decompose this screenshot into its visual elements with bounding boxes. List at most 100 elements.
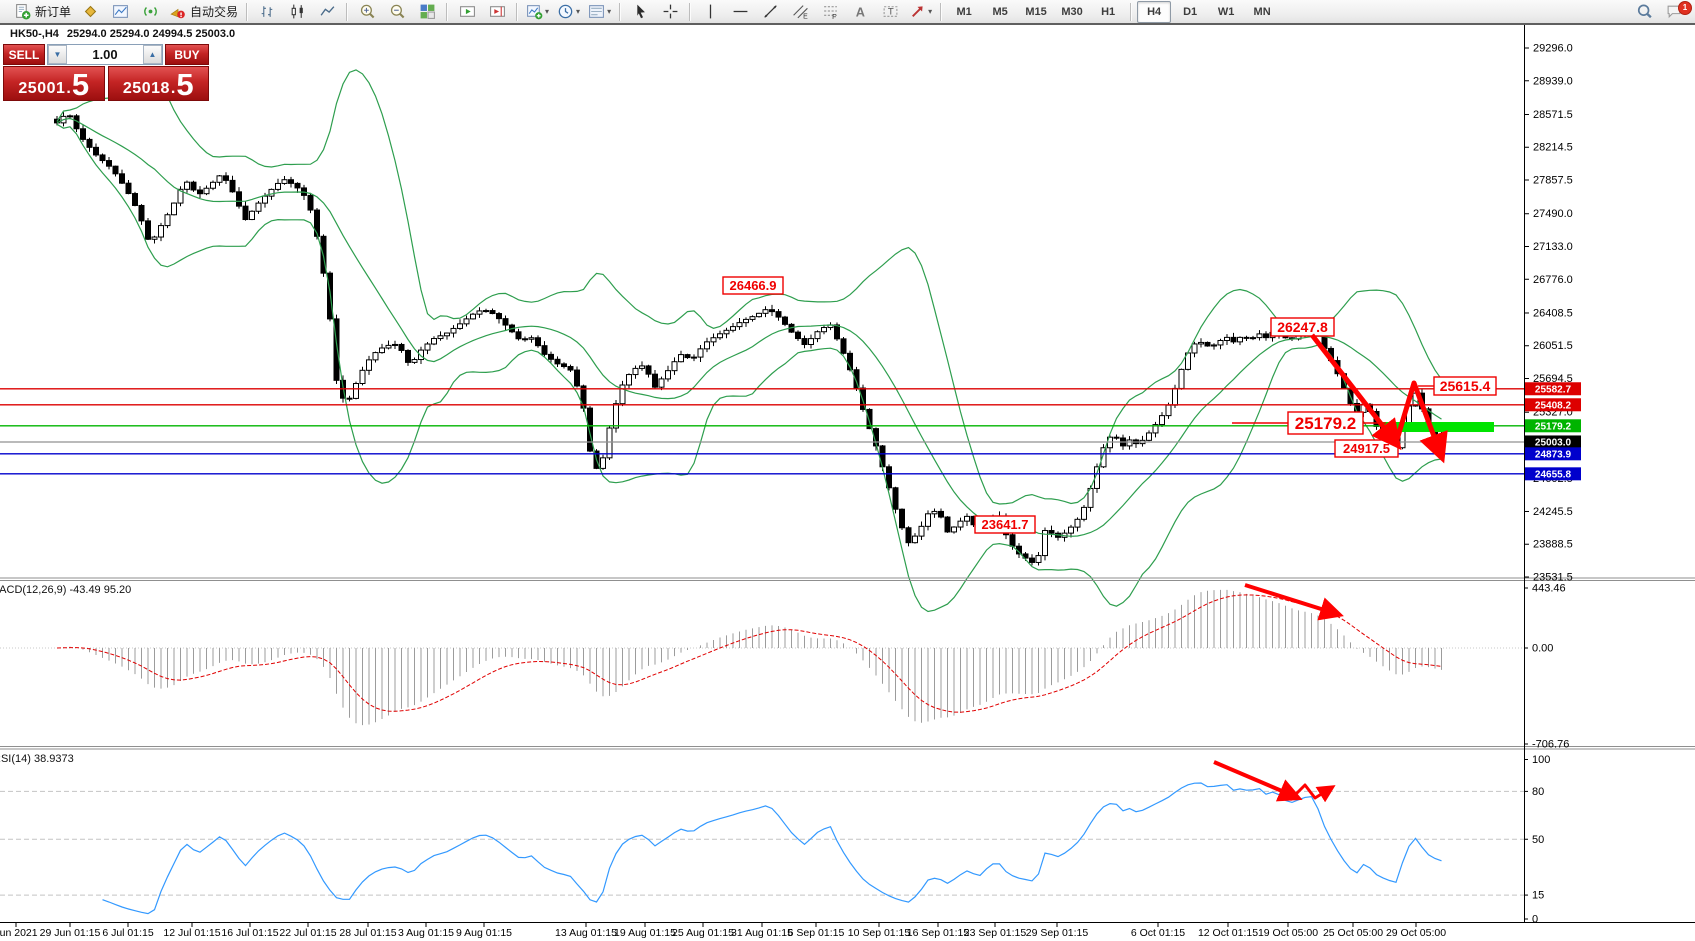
red-trend-arrow[interactable] (1288, 783, 1336, 803)
market-watch-button[interactable] (76, 1, 104, 23)
rsi-axis-label: 0 (1532, 914, 1538, 926)
timeframe-m15-button[interactable]: M15 (1025, 5, 1047, 18)
price-annotation-box[interactable] (1287, 411, 1364, 435)
highlight-layer[interactable] (1382, 422, 1494, 432)
price-tag-25408.2 (1525, 398, 1581, 412)
timeframe-h4-button[interactable]: H4 (1137, 0, 1172, 23)
svg-text:25003.0: 25003.0 (1535, 437, 1572, 448)
dropdown-caret-icon[interactable]: ▾ (607, 7, 612, 16)
sell-price-button[interactable]: 25001. 5 (3, 66, 105, 101)
price-tick-label: 29296.0 (1533, 43, 1573, 55)
channel-button[interactable]: E (786, 1, 814, 23)
auto-trading-label: 自动交易 (190, 5, 239, 19)
new-chart-button[interactable]: ▾ (523, 1, 552, 23)
price-tick-label: 24245.5 (1533, 506, 1573, 518)
signal-button[interactable] (136, 1, 164, 23)
time-tick-label: 25 Aug 01:15 (672, 927, 734, 939)
timeframe-w1-button[interactable]: W1 (1217, 5, 1235, 18)
red-trend-arrow[interactable] (1393, 380, 1448, 464)
red-trend-arrow[interactable] (1244, 583, 1344, 621)
zoom-out-button[interactable] (383, 1, 411, 23)
zoom-in-button[interactable] (353, 1, 381, 23)
timeframe-mn-button[interactable]: MN (1253, 5, 1271, 18)
chart-window-button[interactable] (106, 1, 134, 23)
auto-scroll-button[interactable] (453, 1, 481, 23)
svg-text:26466.9: 26466.9 (730, 278, 777, 293)
svg-text:24655.8: 24655.8 (1535, 469, 1572, 480)
template-icon (589, 5, 604, 18)
toolbar-separator (446, 2, 449, 21)
arrows-tool-button[interactable]: ▾ (906, 1, 935, 23)
trendline-button[interactable] (756, 1, 784, 23)
rsi-axis-label: 100 (1532, 754, 1550, 766)
new-order-button[interactable]: 新订单 (11, 1, 74, 23)
svg-text:T: T (887, 7, 893, 18)
red-trend-arrow[interactable] (1213, 760, 1303, 802)
vertical-line-button[interactable] (696, 1, 724, 23)
svg-text:A: A (855, 4, 864, 19)
price-level-lines[interactable] (0, 388, 1524, 475)
price-tag-24655.8 (1525, 467, 1581, 481)
chart-shift-button[interactable] (483, 1, 511, 23)
dropdown-caret-icon[interactable]: ▾ (545, 7, 550, 16)
macd-axis-label: 443.46 (1532, 583, 1566, 595)
period-clock-button[interactable]: ▾ (554, 1, 583, 23)
dropdown-caret-icon[interactable]: ▾ (576, 7, 581, 16)
label-button[interactable]: T (876, 1, 904, 23)
macd-signal-line (56, 594, 1442, 713)
red-trend-arrow[interactable] (1310, 333, 1402, 451)
dropdown-caret-icon[interactable]: ▾ (928, 7, 933, 16)
macd-pane (0, 589, 1524, 726)
svg-text:26247.8: 26247.8 (1277, 319, 1328, 335)
volume-increase-button[interactable]: ▲ (143, 45, 162, 64)
chat-button[interactable]: 1 (1660, 0, 1692, 23)
timeframe-h1-button[interactable]: H1 (1101, 5, 1116, 18)
volume-value[interactable]: 1.00 (92, 47, 118, 62)
timeframe-m30-button[interactable]: M30 (1061, 5, 1083, 18)
auto-trading-button[interactable]: 自动交易 (166, 1, 241, 23)
bar-chart-button[interactable] (253, 1, 281, 23)
cursor-button[interactable] (626, 1, 654, 23)
vertical-line-icon (709, 4, 711, 19)
price-tick-label: 27490.0 (1533, 208, 1573, 220)
timeframe-m1-button[interactable]: M1 (956, 5, 972, 18)
time-tick-label: 10 Sep 01:15 (848, 927, 911, 939)
crosshair-button[interactable] (656, 1, 684, 23)
time-tick-label: 12 Jul 01:15 (163, 927, 220, 939)
toolbar-separator (1130, 2, 1133, 21)
tile-windows-button[interactable] (413, 1, 441, 23)
chart-shift-icon (489, 6, 505, 17)
price-annotation-box[interactable] (1270, 317, 1335, 337)
timeframe-m5-button[interactable]: M5 (992, 5, 1008, 18)
timeframe-d1-button[interactable]: D1 (1183, 5, 1198, 18)
template-button[interactable]: ▾ (585, 1, 614, 23)
sell-button[interactable]: SELL (3, 44, 45, 65)
volume-stepper[interactable]: ▼ 1.00 ▲ (47, 44, 163, 65)
chart-canvas[interactable]: 29296.0 28939.0 28571.5 28214.5 27857.5 27490… (0, 25, 1695, 941)
buy-price-button[interactable]: 25018. 5 (107, 66, 209, 101)
green-highlight-zone[interactable] (1382, 422, 1494, 432)
time-tick-label: 13 Aug 01:15 (555, 927, 617, 939)
price-annotation-box[interactable] (974, 515, 1036, 534)
line-chart-button[interactable] (313, 1, 341, 23)
time-tick-label: 31 Aug 01:15 (731, 927, 793, 939)
price-annotation-box[interactable] (722, 276, 784, 295)
volume-decrease-button[interactable]: ▼ (48, 45, 67, 64)
toolbar-separator (940, 2, 943, 21)
chart-window-icon (112, 5, 128, 18)
text-button[interactable]: A (846, 1, 874, 23)
search-button[interactable] (1630, 1, 1658, 23)
trend-arrows[interactable] (1213, 333, 1448, 803)
horizontal-line-button[interactable] (726, 1, 754, 23)
price-tag-25179.2 (1525, 419, 1581, 433)
svg-text:25408.2: 25408.2 (1535, 400, 1572, 411)
candlestick-button[interactable] (283, 1, 311, 23)
buy-button[interactable]: BUY (165, 44, 209, 65)
chart-annotations[interactable]: 26466.9 26247.8 25615.4 25179.2 24917.5 23641… (722, 276, 1497, 534)
buy-price-dot: . (170, 80, 176, 97)
toolbar-separator (516, 2, 519, 21)
price-annotation-box[interactable] (1433, 376, 1497, 396)
fibonacci-button[interactable]: F (816, 1, 844, 23)
svg-text:25582.7: 25582.7 (1535, 384, 1572, 395)
time-tick-label: 29 Jun 01:15 (40, 927, 101, 939)
